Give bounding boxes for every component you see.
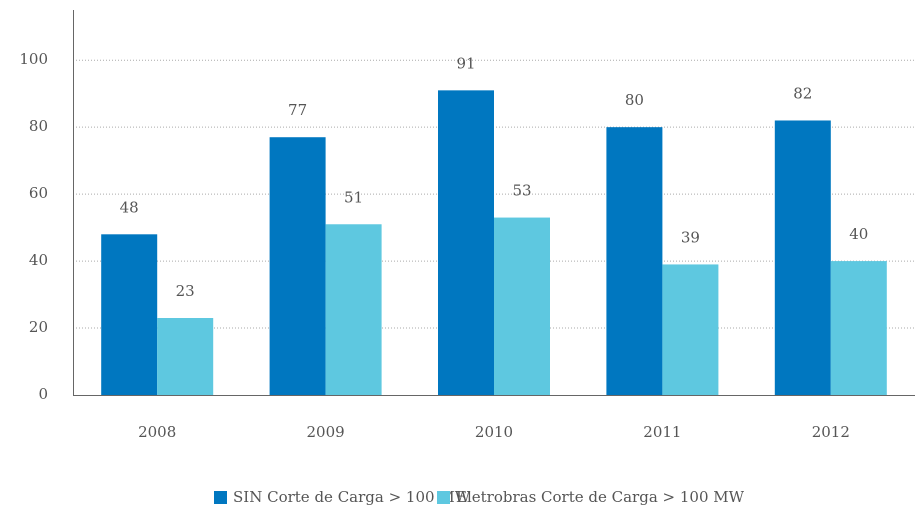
bar — [774, 120, 831, 395]
value-label: 48 — [120, 198, 139, 216]
bar — [325, 224, 382, 395]
value-label: 51 — [344, 188, 363, 206]
bar — [101, 234, 158, 395]
value-label: 91 — [456, 54, 475, 72]
x-tick-label: 2009 — [307, 423, 345, 441]
value-label: 40 — [849, 225, 868, 243]
x-tick-label: 2010 — [475, 423, 513, 441]
value-label: 23 — [176, 282, 195, 300]
y-tick-label: 80 — [29, 117, 48, 135]
y-tick-label: 0 — [38, 385, 48, 403]
x-tick-label: 2012 — [812, 423, 850, 441]
legend-label: SIN Corte de Carga > 100 MW — [233, 488, 471, 506]
legend-label: Eletrobras Corte de Carga > 100 MW — [456, 488, 745, 506]
value-label: 80 — [625, 91, 644, 109]
value-label: 82 — [793, 84, 812, 102]
value-label: 53 — [512, 182, 531, 200]
y-tick-label: 100 — [19, 50, 48, 68]
value-label: 77 — [288, 101, 307, 119]
bar — [269, 137, 326, 395]
bar — [830, 261, 887, 395]
y-tick-label: 20 — [29, 318, 48, 336]
bar — [438, 90, 494, 395]
bar — [662, 264, 719, 395]
bar — [494, 217, 550, 395]
y-tick-label: 40 — [29, 251, 48, 269]
value-label: 39 — [681, 228, 700, 246]
y-tick-label: 60 — [29, 184, 48, 202]
legend-swatch — [214, 491, 227, 504]
legend-swatch — [437, 491, 450, 504]
bar — [157, 318, 214, 395]
x-tick-label: 2008 — [138, 423, 176, 441]
x-tick-label: 2011 — [643, 423, 681, 441]
bar — [606, 127, 663, 395]
